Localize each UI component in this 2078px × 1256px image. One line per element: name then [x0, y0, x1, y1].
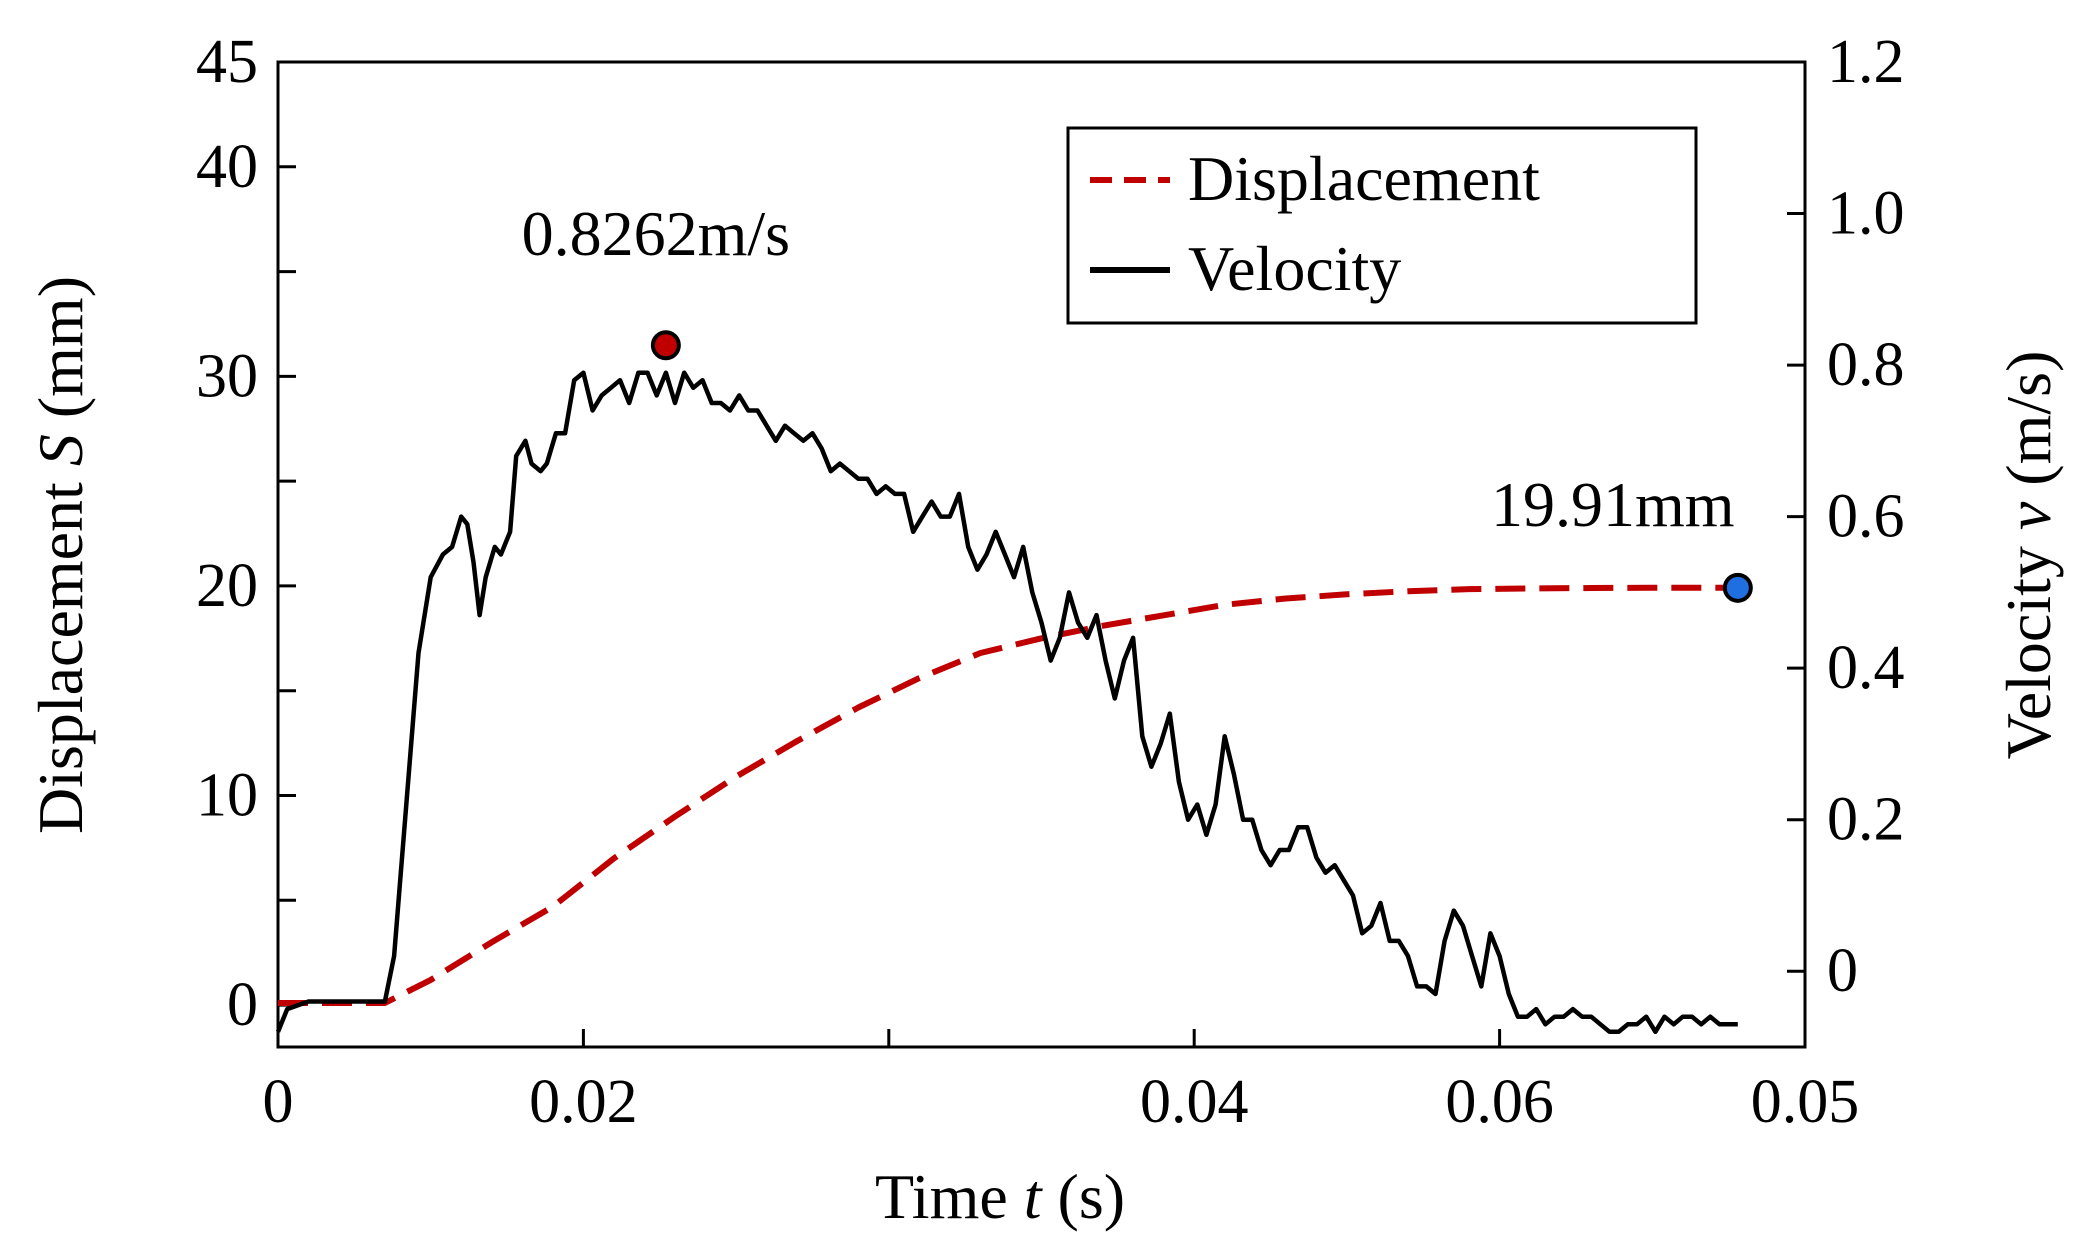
- y-right-tick-label: 0.2: [1827, 786, 1905, 854]
- legend-label-displacement: Displacement: [1188, 143, 1540, 214]
- y-right-axis-title: Velocity v (m/s): [1993, 351, 2064, 760]
- y-left-tick-label: 40: [196, 133, 258, 201]
- series-layer: [275, 370, 1738, 1035]
- series-line-displacement: [278, 584, 1738, 1006]
- series-line-velocity: [275, 370, 1738, 1035]
- y-right-tick-label: 1.2: [1827, 28, 1905, 96]
- annotation-label-velocity: 0.8262m/s: [522, 198, 790, 269]
- x-tick-label: 0.04: [1140, 1068, 1249, 1136]
- y-right-tick-label: 0.6: [1827, 483, 1905, 551]
- y-left-tick-label: 20: [196, 552, 258, 620]
- annotation-layer: 0.8262m/s 19.91mm: [522, 198, 1753, 603]
- y-left-tick-label: 10: [196, 762, 258, 830]
- y-left-tick-label: 0: [227, 971, 258, 1039]
- annotation-label-displacement: 19.91mm: [1491, 469, 1735, 540]
- x-tick-label: 0.06: [1445, 1068, 1554, 1136]
- x-tick-label: 0: [263, 1068, 294, 1136]
- annotation-marker-velocity: [650, 330, 681, 361]
- x-tick-label: 0.02: [529, 1068, 638, 1136]
- ticks-layer: 0 0.02 0.04 0.06 0.05 0 10 20 30 40 45 0 0.2 0.4 0.6 0.…: [196, 28, 1905, 1136]
- y-right-tick-label: 0.4: [1827, 634, 1905, 702]
- y-right-tick-label: 1.0: [1827, 180, 1905, 248]
- x-axis-title: Time t (s): [875, 1161, 1125, 1232]
- y-right-tick-label: 0.8: [1827, 331, 1905, 399]
- legend-box: [1066, 126, 1698, 325]
- legend-label-velocity: Velocity: [1188, 233, 1401, 304]
- plot-frame: [276, 60, 1807, 1049]
- y-left-tick-label: 45: [196, 28, 258, 96]
- x-tick-label: 0.05: [1751, 1068, 1860, 1136]
- y-left-axis-title: Displacement S (mm): [25, 276, 96, 834]
- y-right-tick-label: 0: [1827, 937, 1858, 1005]
- y-left-tick-label: 30: [196, 342, 258, 410]
- legend: Displacement Velocity: [1066, 126, 1698, 325]
- annotation-marker-displacement: [1722, 572, 1753, 603]
